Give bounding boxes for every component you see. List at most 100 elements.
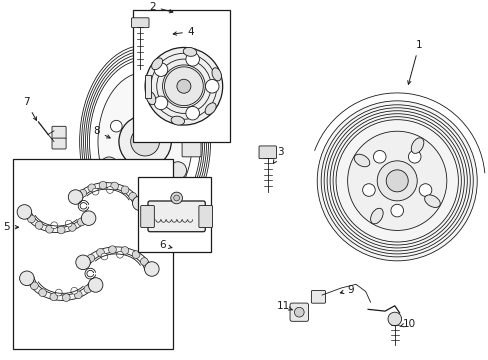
Circle shape: [128, 193, 136, 200]
FancyBboxPatch shape: [289, 303, 308, 321]
Circle shape: [317, 101, 476, 261]
Circle shape: [362, 184, 374, 196]
Text: 11: 11: [276, 301, 292, 311]
Circle shape: [88, 278, 102, 292]
Circle shape: [110, 120, 122, 132]
Circle shape: [35, 221, 43, 229]
FancyBboxPatch shape: [131, 18, 149, 28]
Circle shape: [121, 186, 129, 194]
Text: 2: 2: [149, 2, 173, 13]
Circle shape: [130, 127, 159, 156]
Circle shape: [177, 79, 190, 93]
FancyBboxPatch shape: [141, 206, 154, 228]
FancyBboxPatch shape: [148, 201, 205, 232]
Circle shape: [84, 285, 92, 293]
Circle shape: [108, 246, 116, 253]
Ellipse shape: [424, 195, 439, 207]
Text: 9: 9: [340, 285, 354, 295]
Circle shape: [50, 293, 58, 301]
Text: 6: 6: [159, 240, 172, 250]
Circle shape: [101, 253, 107, 260]
Circle shape: [132, 196, 147, 211]
Bar: [133, 9, 229, 141]
Bar: [138, 177, 210, 252]
Circle shape: [116, 251, 123, 258]
Text: 7: 7: [23, 97, 37, 120]
Circle shape: [110, 182, 118, 190]
Circle shape: [154, 96, 167, 110]
Polygon shape: [27, 277, 96, 300]
FancyBboxPatch shape: [52, 138, 66, 149]
FancyBboxPatch shape: [311, 291, 325, 303]
Circle shape: [119, 116, 171, 168]
Circle shape: [139, 91, 151, 102]
Circle shape: [88, 184, 96, 192]
Circle shape: [162, 65, 205, 108]
FancyBboxPatch shape: [199, 206, 212, 228]
Circle shape: [81, 211, 96, 225]
Circle shape: [77, 218, 85, 226]
FancyBboxPatch shape: [182, 126, 201, 157]
Circle shape: [39, 289, 46, 297]
Circle shape: [205, 80, 219, 93]
Circle shape: [168, 120, 180, 132]
FancyBboxPatch shape: [135, 191, 155, 212]
Circle shape: [99, 181, 107, 189]
Circle shape: [30, 282, 38, 290]
Circle shape: [185, 107, 199, 120]
Circle shape: [76, 255, 90, 270]
FancyBboxPatch shape: [52, 126, 66, 139]
Circle shape: [74, 291, 82, 299]
Polygon shape: [145, 75, 151, 98]
Polygon shape: [83, 247, 151, 270]
Text: 1: 1: [407, 40, 422, 84]
Ellipse shape: [171, 116, 184, 125]
Circle shape: [79, 189, 86, 197]
Text: 5: 5: [3, 222, 19, 232]
Circle shape: [387, 312, 401, 326]
Circle shape: [154, 175, 166, 186]
Circle shape: [169, 162, 186, 179]
Circle shape: [17, 205, 32, 219]
FancyBboxPatch shape: [163, 189, 185, 210]
Circle shape: [294, 307, 304, 317]
Polygon shape: [76, 183, 140, 204]
Circle shape: [55, 289, 62, 296]
Text: 3: 3: [273, 147, 284, 163]
Ellipse shape: [98, 72, 192, 211]
Ellipse shape: [370, 208, 383, 224]
Circle shape: [154, 63, 167, 76]
Circle shape: [132, 251, 140, 258]
Circle shape: [418, 184, 431, 196]
Circle shape: [347, 131, 446, 230]
Text: 4: 4: [173, 27, 194, 37]
Circle shape: [144, 262, 159, 276]
Circle shape: [45, 225, 53, 233]
Circle shape: [390, 204, 403, 217]
Circle shape: [136, 186, 154, 203]
Text: 10: 10: [399, 319, 415, 329]
Text: 8: 8: [93, 126, 110, 138]
Polygon shape: [24, 211, 88, 233]
Ellipse shape: [146, 92, 156, 105]
Circle shape: [386, 170, 407, 192]
Circle shape: [68, 224, 76, 231]
Circle shape: [87, 255, 95, 262]
Circle shape: [140, 258, 148, 265]
Ellipse shape: [151, 58, 163, 70]
Circle shape: [145, 48, 222, 125]
Circle shape: [185, 53, 199, 66]
Ellipse shape: [353, 154, 369, 167]
Bar: [13, 159, 172, 348]
Circle shape: [97, 248, 104, 256]
Circle shape: [120, 170, 131, 182]
Circle shape: [121, 247, 128, 254]
Circle shape: [20, 271, 34, 285]
Ellipse shape: [410, 138, 423, 153]
Circle shape: [92, 188, 99, 195]
Circle shape: [68, 190, 82, 204]
Ellipse shape: [205, 103, 216, 114]
Circle shape: [100, 157, 118, 174]
FancyBboxPatch shape: [259, 146, 276, 159]
Circle shape: [173, 195, 179, 201]
